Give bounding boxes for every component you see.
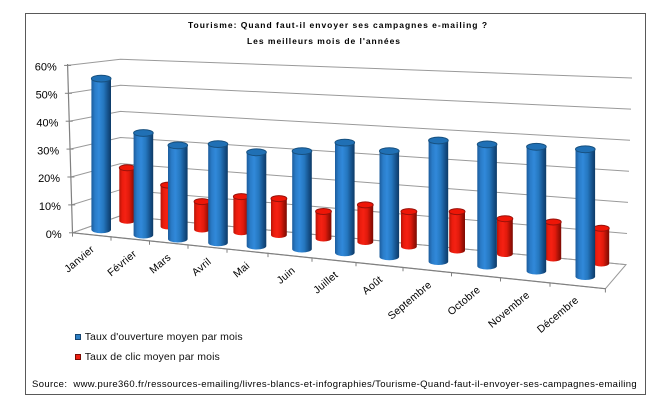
svg-text:Février: Février <box>105 248 139 279</box>
svg-text:30%: 30% <box>37 145 59 157</box>
svg-text:Octobre: Octobre <box>445 284 482 318</box>
svg-text:50%: 50% <box>36 90 58 102</box>
svg-text:Juin: Juin <box>275 265 298 287</box>
svg-text:40%: 40% <box>36 117 58 129</box>
svg-text:Avril: Avril <box>190 256 214 279</box>
svg-text:60%: 60% <box>35 62 57 74</box>
svg-text:10%: 10% <box>39 201 61 213</box>
svg-text:Novembre: Novembre <box>486 289 532 330</box>
svg-text:Mars: Mars <box>147 252 173 277</box>
svg-text:0%: 0% <box>46 229 62 241</box>
svg-text:Août: Août <box>360 274 385 298</box>
svg-text:20%: 20% <box>38 173 60 185</box>
svg-text:Janvier: Janvier <box>62 243 97 275</box>
svg-text:Juillet: Juillet <box>311 269 340 296</box>
svg-text:Mai: Mai <box>231 260 252 280</box>
svg-text:Décembre: Décembre <box>535 294 581 335</box>
svg-text:Septembre: Septembre <box>386 279 434 322</box>
